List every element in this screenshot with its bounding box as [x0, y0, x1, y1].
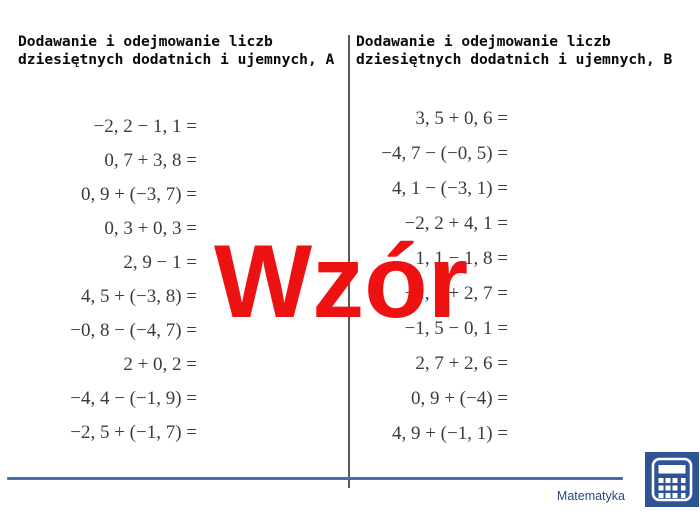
problem-expression: 4, 5 + (−3, 8) = [80, 286, 197, 307]
brand-label: Matematyka [556, 489, 625, 503]
column-a-title-line2: dziesiętnych dodatnich i ujemnych, A [18, 50, 335, 68]
column-a-title-line1: Dodawanie i odejmowanie liczb [18, 33, 273, 50]
problem-expression: −4, 7 − (−0, 5) = [381, 143, 508, 164]
column-a-title: Dodawanie i odejmowanie liczb dziesiętny… [18, 33, 334, 68]
problem-expression: −1, 5 − 0, 1 = [404, 318, 508, 339]
problem-expression: 3, 5 + 0, 6 = [415, 108, 508, 129]
watermark-text: Wzór [214, 224, 469, 340]
column-divider-line [348, 35, 350, 488]
problem-expression: −0, 8 − (−4, 7) = [70, 320, 197, 341]
problem-expression: −2, 2 − 1, 1 = [93, 116, 197, 137]
footer-divider-line [7, 477, 623, 480]
problem-expression: 1, 1 − 1, 8 = [415, 248, 508, 269]
problem-expression: 0, 9 + (−3, 7) = [80, 184, 197, 205]
problem-expression: 2 + 0, 2 = [123, 354, 197, 375]
problem-expression: 4, 1 − (−3, 1) = [391, 178, 508, 199]
problem-expression: 2, 9 − 1 = [123, 252, 197, 273]
problem-expression: −2, 5 + (−1, 7) = [70, 422, 197, 443]
problem-expression: −4, 4 − (−1, 9) = [70, 388, 197, 409]
problem-expression: 4, 9 + (−1, 1) = [391, 423, 508, 444]
problem-expression: 2, 7 + 2, 6 = [415, 353, 508, 374]
problem-expression: −1, 6 + 2, 7 = [404, 283, 508, 304]
problem-expression: −2, 2 + 4, 1 = [404, 213, 508, 234]
column-b-problems: 3, 5 + 0, 6 = −4, 7 − (−0, 5) = 4, 1 − (… [330, 101, 508, 451]
problem-expression: 0, 9 + (−4) = [410, 388, 508, 409]
problem-expression: 0, 3 + 0, 3 = [104, 218, 197, 239]
column-b-title-line2: dziesiętnych dodatnich i ujemnych, B [356, 50, 673, 68]
column-a-problems: −2, 2 − 1, 1 = 0, 7 + 3, 8 = 0, 9 + (−3,… [0, 110, 197, 450]
column-b-title: Dodawanie i odejmowanie liczb dziesiętny… [356, 33, 672, 68]
calculator-icon [645, 452, 699, 507]
problem-expression: 0, 7 + 3, 8 = [104, 150, 197, 171]
column-b-title-line1: Dodawanie i odejmowanie liczb [356, 33, 611, 50]
